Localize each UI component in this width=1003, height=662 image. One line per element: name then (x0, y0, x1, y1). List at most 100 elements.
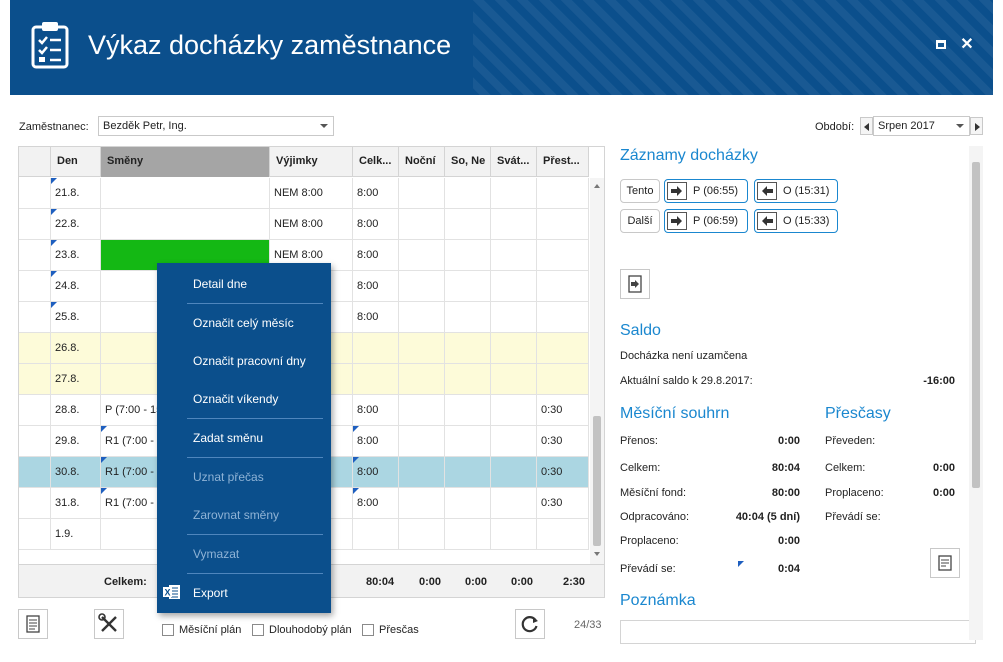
note-input[interactable] (620, 620, 976, 644)
cell-den[interactable]: 28.8. (51, 395, 101, 425)
cell-den[interactable]: 1.9. (51, 519, 101, 549)
cell-prestavka[interactable] (537, 364, 589, 394)
cell-den[interactable]: 21.8. (51, 178, 101, 208)
cell-celkem[interactable]: 8:00 (353, 178, 399, 208)
cell-celkem[interactable]: 8:00 (353, 457, 399, 487)
row-indicator[interactable] (19, 364, 51, 394)
cell-sone[interactable] (445, 488, 491, 518)
cell-nocni[interactable] (399, 395, 445, 425)
cell-sone[interactable] (445, 457, 491, 487)
cell-vyjimky[interactable]: NEM 8:00 (270, 209, 353, 239)
close-button[interactable]: ✕ (960, 37, 974, 53)
records-next-out[interactable]: O (15:33) (754, 209, 838, 233)
column-header-vyjimky[interactable]: Výjimky (270, 147, 353, 177)
column-header-smeny[interactable]: Směny (101, 147, 270, 177)
cell-nocni[interactable] (399, 333, 445, 363)
cell-celkem[interactable]: 8:00 (353, 488, 399, 518)
cell-smeny[interactable] (101, 178, 270, 208)
overtime-note-button[interactable] (930, 548, 960, 578)
column-header-celkem[interactable]: Celk... (353, 147, 399, 177)
cell-prestavka[interactable] (537, 240, 589, 270)
cell-sone[interactable] (445, 302, 491, 332)
cell-svatek[interactable] (491, 271, 537, 301)
cell-nocni[interactable] (399, 488, 445, 518)
cell-vyjimky[interactable] (270, 488, 353, 518)
employee-select[interactable]: Bezděk Petr, Ing. (98, 116, 334, 136)
cell-celkem[interactable] (353, 333, 399, 363)
cell-den[interactable]: 22.8. (51, 209, 101, 239)
scroll-down-icon[interactable] (594, 552, 600, 556)
records-next-button[interactable]: Další (620, 209, 660, 233)
grid-scrollbar[interactable] (590, 178, 604, 564)
cell-den[interactable]: 27.8. (51, 364, 101, 394)
menu-item-oznacit-pracovni-dny[interactable]: Označit pracovní dny (193, 354, 306, 368)
cell-nocni[interactable] (399, 271, 445, 301)
cell-celkem[interactable]: 8:00 (353, 302, 399, 332)
row-indicator[interactable] (19, 333, 51, 363)
row-indicator[interactable] (19, 426, 51, 456)
cell-prestavka[interactable] (537, 302, 589, 332)
menu-item-detail-dne[interactable]: Detail dne (193, 277, 248, 291)
cell-nocni[interactable] (399, 519, 445, 549)
cell-den[interactable]: 24.8. (51, 271, 101, 301)
cell-prestavka[interactable]: 0:30 (537, 488, 589, 518)
row-indicator[interactable] (19, 395, 51, 425)
cell-nocni[interactable] (399, 426, 445, 456)
cell-vyjimky[interactable]: NEM 8:00 (270, 178, 353, 208)
cell-sone[interactable] (445, 209, 491, 239)
scroll-up-icon[interactable] (594, 184, 600, 188)
menu-item-oznacit-vikendy[interactable]: Označit víkendy (193, 392, 279, 406)
settings-button[interactable] (94, 609, 124, 639)
period-next-button[interactable] (970, 117, 983, 135)
report-button[interactable] (18, 609, 48, 639)
cell-prestavka[interactable]: 0:30 (537, 457, 589, 487)
cell-prestavka[interactable] (537, 271, 589, 301)
cell-svatek[interactable] (491, 426, 537, 456)
records-next-in[interactable]: P (06:59) (664, 209, 748, 233)
cell-den[interactable]: 23.8. (51, 240, 101, 270)
cell-celkem[interactable] (353, 364, 399, 394)
cell-sone[interactable] (445, 333, 491, 363)
cell-celkem[interactable] (353, 519, 399, 549)
cell-prestavka[interactable]: 0:30 (537, 395, 589, 425)
cell-nocni[interactable] (399, 302, 445, 332)
records-detail-button[interactable] (620, 269, 650, 299)
cell-den[interactable]: 31.8. (51, 488, 101, 518)
cell-sone[interactable] (445, 426, 491, 456)
cell-svatek[interactable] (491, 364, 537, 394)
row-indicator[interactable] (19, 302, 51, 332)
cell-den[interactable]: 30.8. (51, 457, 101, 487)
cell-prestavka[interactable] (537, 209, 589, 239)
maximize-button[interactable] (934, 38, 948, 52)
cell-prestavka[interactable] (537, 519, 589, 549)
cell-nocni[interactable] (399, 209, 445, 239)
column-header-sone[interactable]: So, Ne (445, 147, 491, 177)
cell-svatek[interactable] (491, 240, 537, 270)
cell-celkem[interactable]: 8:00 (353, 426, 399, 456)
row-indicator[interactable] (19, 178, 51, 208)
cell-svatek[interactable] (491, 457, 537, 487)
cell-prestavka[interactable] (537, 333, 589, 363)
row-indicator[interactable] (19, 271, 51, 301)
menu-item-zadat-smenu[interactable]: Zadat směnu (193, 431, 264, 445)
records-this-button[interactable]: Tento (620, 179, 660, 203)
cell-sone[interactable] (445, 395, 491, 425)
cell-svatek[interactable] (491, 519, 537, 549)
cell-celkem[interactable]: 8:00 (353, 395, 399, 425)
records-this-in[interactable]: P (06:55) (664, 179, 748, 203)
panel-scrollbar[interactable] (969, 146, 983, 640)
checkbox-box[interactable] (362, 624, 374, 636)
cell-celkem[interactable]: 8:00 (353, 271, 399, 301)
cell-den[interactable]: 25.8. (51, 302, 101, 332)
menu-item-vymazat[interactable]: Vymazat (193, 547, 240, 561)
cell-svatek[interactable] (491, 488, 537, 518)
menu-item-uznat-precas[interactable]: Uznat přečas (193, 470, 264, 484)
cell-den[interactable]: 26.8. (51, 333, 101, 363)
column-header-prestavka[interactable]: Přest... (537, 147, 589, 177)
cell-sone[interactable] (445, 519, 491, 549)
checkbox-box[interactable] (162, 624, 174, 636)
menu-item-oznacit-cely-mesic[interactable]: Označit celý měsíc (193, 316, 294, 330)
cell-svatek[interactable] (491, 395, 537, 425)
cell-svatek[interactable] (491, 178, 537, 208)
cell-prestavka[interactable] (537, 178, 589, 208)
